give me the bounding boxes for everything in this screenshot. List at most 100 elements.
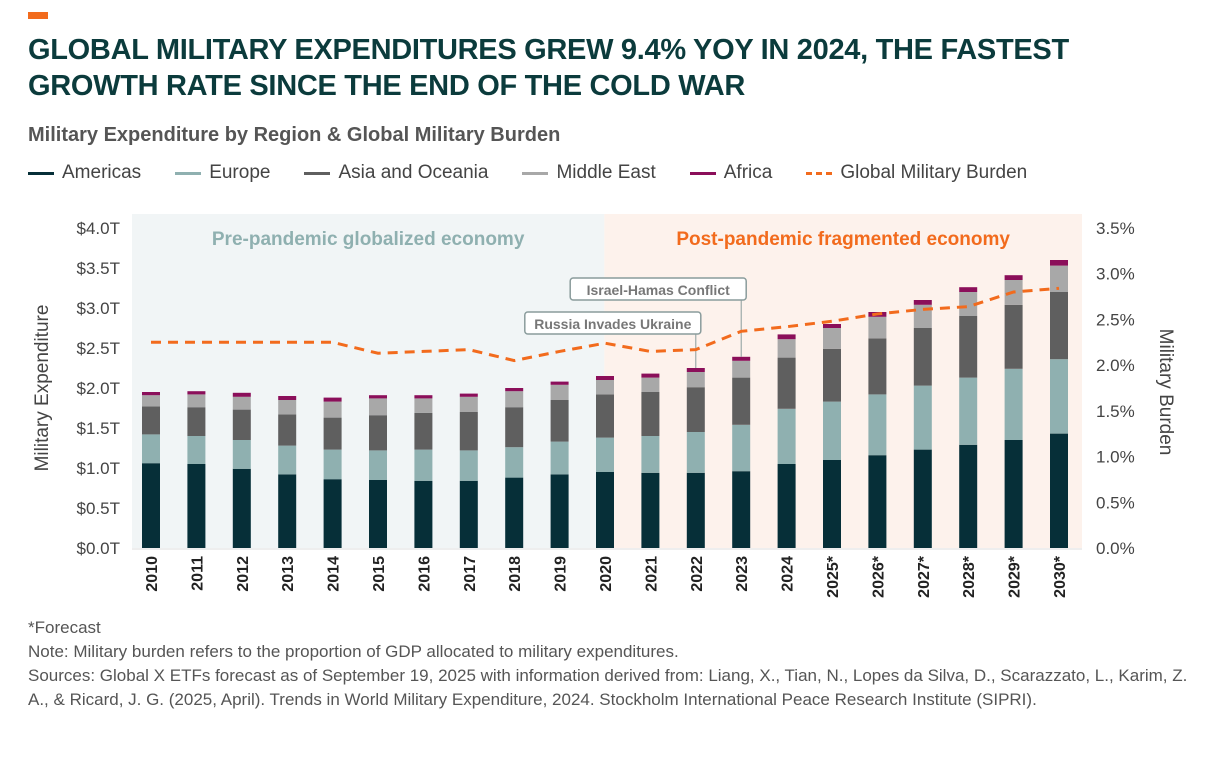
x-tick-label: 2029* bbox=[1007, 555, 1024, 598]
bar-segment-europe bbox=[278, 445, 297, 475]
region-band bbox=[604, 214, 1082, 548]
bar-segment-asia-and-oceania bbox=[868, 338, 887, 395]
x-tick-label: 2015 bbox=[371, 556, 388, 592]
bar-segment-middle-east bbox=[232, 396, 251, 410]
bar-segment-americas bbox=[686, 472, 705, 548]
bar-segment-americas bbox=[1004, 440, 1023, 548]
x-tick-label: 2018 bbox=[507, 556, 524, 592]
legend-label: Asia and Oceania bbox=[338, 162, 489, 183]
bar-segment-americas bbox=[823, 460, 841, 548]
bar-segment-asia-and-oceania bbox=[777, 357, 796, 409]
x-tick-label: 2013 bbox=[280, 556, 297, 592]
y-tick-label: $3.5T bbox=[77, 259, 120, 278]
legend-item: Africa bbox=[689, 162, 772, 184]
legend-label: Europe bbox=[209, 162, 271, 183]
y-tick-label: $4.0T bbox=[77, 219, 120, 238]
region-label: Pre-pandemic globalized economy bbox=[212, 229, 525, 250]
bar-segment-asia-and-oceania bbox=[596, 394, 614, 438]
legend-swatch bbox=[304, 171, 331, 175]
legend-label: Middle East bbox=[556, 162, 656, 183]
x-tick-label: 2017 bbox=[462, 556, 479, 592]
bar-segment-africa bbox=[777, 334, 796, 340]
y2-tick-label: 1.0% bbox=[1096, 448, 1135, 467]
bar-segment-europe bbox=[777, 408, 796, 464]
bar-segment-americas bbox=[550, 474, 569, 548]
bar-segment-americas bbox=[596, 472, 614, 548]
y2-axis-label: Military Burden bbox=[1155, 329, 1176, 456]
bar-segment-asia-and-oceania bbox=[187, 407, 206, 436]
bar-segment-asia-and-oceania bbox=[1050, 292, 1068, 360]
bar-segment-americas bbox=[232, 468, 251, 548]
bar-segment-americas bbox=[868, 455, 887, 548]
y2-tick-label: 3.0% bbox=[1096, 265, 1135, 284]
bar-segment-middle-east bbox=[823, 328, 841, 349]
legend-swatch bbox=[522, 171, 549, 175]
bar-segment-africa bbox=[187, 391, 206, 395]
legend-swatch bbox=[806, 171, 833, 175]
legend-swatch bbox=[689, 171, 716, 175]
bar-segment-africa bbox=[459, 393, 478, 397]
bar-segment-africa bbox=[641, 373, 660, 378]
bar-segment-middle-east bbox=[414, 398, 433, 413]
sources-note: Sources: Global X ETFs forecast as of Se… bbox=[28, 666, 1188, 709]
x-tick-label: 2016 bbox=[416, 556, 433, 592]
bar-segment-americas bbox=[732, 471, 751, 548]
bar-segment-africa bbox=[959, 287, 978, 292]
x-tick-label: 2023 bbox=[734, 556, 751, 592]
footnotes: *Forecast Note: Military burden refers t… bbox=[28, 616, 1198, 712]
bar-segment-asia-and-oceania bbox=[732, 377, 751, 425]
legend-item: Americas bbox=[28, 162, 141, 184]
bar-segment-europe bbox=[1050, 359, 1068, 434]
bar-segment-europe bbox=[459, 450, 478, 481]
bar-segment-europe bbox=[414, 449, 433, 481]
page-title: GLOBAL MILITARY EXPENDITURES GREW 9.4% Y… bbox=[28, 34, 1069, 102]
bar-segment-middle-east bbox=[959, 292, 978, 316]
x-tick-label: 2014 bbox=[326, 556, 343, 592]
bar-segment-africa bbox=[414, 395, 433, 399]
bar-segment-middle-east bbox=[777, 339, 796, 358]
bar-segment-europe bbox=[641, 436, 660, 473]
y2-tick-label: 0.5% bbox=[1096, 493, 1135, 512]
bar-segment-asia-and-oceania bbox=[913, 328, 932, 386]
y2-tick-label: 2.0% bbox=[1096, 356, 1135, 375]
bar-segment-europe bbox=[187, 436, 206, 464]
bar-segment-asia-and-oceania bbox=[686, 387, 705, 432]
x-tick-label: 2030* bbox=[1052, 555, 1069, 598]
bar-segment-americas bbox=[641, 472, 660, 548]
bar-segment-americas bbox=[323, 479, 342, 548]
bar-segment-africa bbox=[369, 395, 387, 399]
x-tick-label: 2024 bbox=[780, 556, 797, 592]
bar-segment-americas bbox=[1050, 433, 1068, 548]
bar-segment-asia-and-oceania bbox=[142, 406, 160, 435]
bar-segment-americas bbox=[777, 464, 796, 548]
bar-segment-middle-east bbox=[596, 380, 614, 395]
bar-segment-africa bbox=[505, 388, 524, 392]
bar-segment-africa bbox=[732, 356, 751, 361]
annotation-label: Russia Invades Ukraine bbox=[534, 316, 691, 332]
bar-segment-middle-east bbox=[459, 396, 478, 412]
x-tick-label: 2027* bbox=[916, 555, 933, 598]
bar-segment-americas bbox=[459, 480, 478, 548]
bar-segment-asia-and-oceania bbox=[1004, 304, 1023, 369]
x-tick-label: 2021 bbox=[643, 556, 660, 592]
bar-segment-americas bbox=[278, 474, 297, 548]
bar-segment-africa bbox=[596, 376, 614, 380]
bar-segment-europe bbox=[959, 377, 978, 445]
y-tick-label: $2.5T bbox=[77, 339, 120, 358]
x-tick-label: 2010 bbox=[144, 556, 161, 592]
bar-segment-europe bbox=[823, 401, 841, 460]
legend-item: Global Military Burden bbox=[806, 162, 1027, 184]
bar-segment-europe bbox=[505, 447, 524, 478]
x-tick-label: 2019 bbox=[553, 556, 570, 592]
x-tick-label: 2026* bbox=[870, 555, 887, 598]
legend-label: Global Military Burden bbox=[840, 162, 1028, 183]
region-label: Post-pandemic fragmented economy bbox=[676, 229, 1010, 250]
bar-segment-europe bbox=[1004, 368, 1023, 440]
bar-segment-europe bbox=[913, 385, 932, 450]
bar-segment-asia-and-oceania bbox=[278, 414, 297, 446]
bar-segment-americas bbox=[913, 449, 932, 548]
bar-segment-africa bbox=[1004, 275, 1023, 280]
bar-segment-africa bbox=[913, 300, 932, 305]
bar-segment-middle-east bbox=[1050, 265, 1068, 292]
y-tick-label: $2.0T bbox=[77, 379, 120, 398]
